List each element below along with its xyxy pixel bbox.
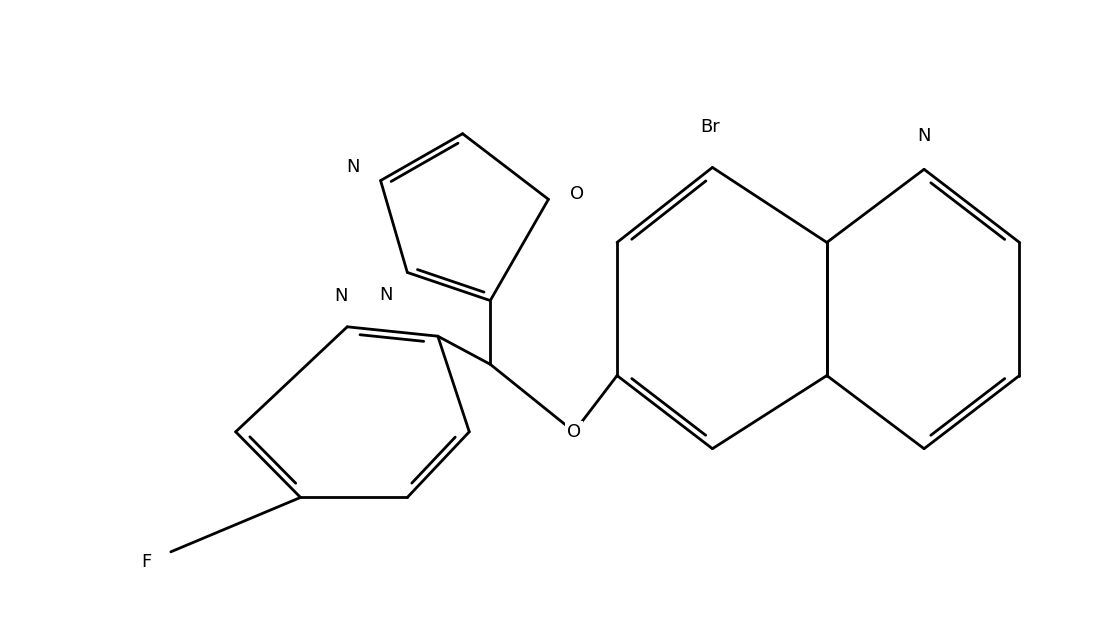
Text: N: N [334, 287, 348, 305]
Text: F: F [140, 553, 152, 571]
Text: N: N [346, 158, 360, 176]
Text: O: O [569, 185, 584, 203]
Text: N: N [380, 286, 393, 304]
Text: O: O [567, 423, 582, 441]
Text: N: N [918, 127, 931, 145]
Text: Br: Br [701, 118, 721, 136]
